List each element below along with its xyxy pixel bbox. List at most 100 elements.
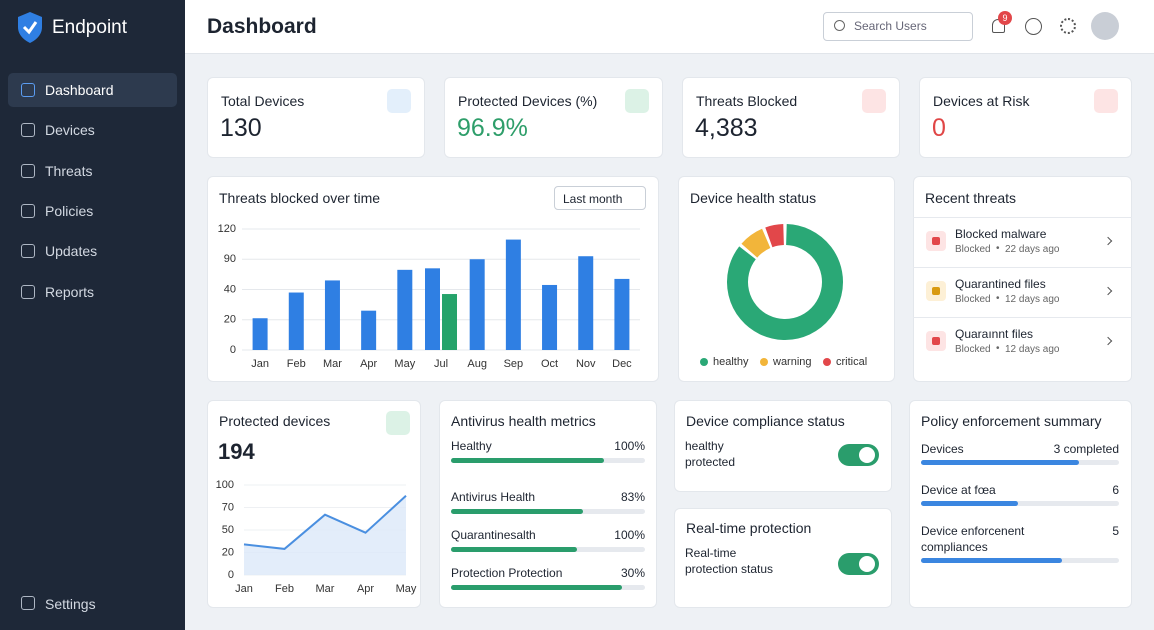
card-title: Device compliance status xyxy=(686,413,845,429)
progress-bar xyxy=(921,460,1080,465)
card-title: Antivirus health metrics xyxy=(451,413,596,429)
metric-percent: 100% xyxy=(614,439,645,453)
toggle-knob xyxy=(859,447,875,463)
progress-track xyxy=(921,501,1119,506)
health-card xyxy=(678,176,895,382)
nav-item[interactable]: Threats xyxy=(45,162,93,179)
divider xyxy=(913,217,1132,218)
threat-age: 12 days ago xyxy=(1005,344,1060,355)
kpi-label: Protected Devices (%) xyxy=(458,93,598,109)
kpi-label: Threats Blocked xyxy=(696,93,798,109)
metric-label: Healthy xyxy=(451,439,492,453)
kpi-value: 0 xyxy=(932,114,946,142)
nav-icon xyxy=(21,596,35,610)
chart-title: Threats blocked over time xyxy=(219,190,381,206)
threat-icon-mark xyxy=(932,337,940,345)
status-text: protected xyxy=(685,455,736,469)
nav-active xyxy=(8,73,177,107)
recent-card xyxy=(913,176,1132,382)
threat-status: Blocked xyxy=(955,344,991,355)
policy-label: compliances xyxy=(921,540,988,554)
separator: • xyxy=(996,243,1000,254)
nav-item[interactable]: Policies xyxy=(45,202,94,219)
separator: • xyxy=(996,343,1000,354)
metric-label: Quarantinesalth xyxy=(451,528,536,542)
policy-label: Devices xyxy=(921,442,964,456)
progress-bar xyxy=(451,547,578,552)
status-text: Real-time xyxy=(685,546,737,560)
threat-title: Quarantined files xyxy=(955,277,1046,291)
shield-icon xyxy=(386,411,410,435)
nav-icon xyxy=(21,244,35,259)
card-title: Protected devices xyxy=(219,413,331,429)
search-icon xyxy=(834,20,845,31)
nav-item[interactable]: Dashboard xyxy=(45,82,114,98)
separator: • xyxy=(996,293,1000,304)
threat-age: 22 days ago xyxy=(1005,244,1060,255)
divider xyxy=(913,317,1132,318)
nav-icon xyxy=(21,284,35,299)
page-title: Dashboard xyxy=(207,15,317,38)
notification-badge: 9 xyxy=(998,11,1012,25)
threat-icon-mark xyxy=(932,287,940,295)
metric-label: Antivirus Health xyxy=(451,490,536,504)
search-placeholder: Search Users xyxy=(854,19,927,33)
progress-bar xyxy=(921,501,1019,506)
policy-value: 3 completed xyxy=(1053,442,1119,456)
policy-value: 6 xyxy=(1112,483,1119,497)
kpi-label: Total Devices xyxy=(221,93,305,109)
nav-item[interactable]: Updates xyxy=(45,243,98,260)
avatar[interactable] xyxy=(1091,12,1119,40)
nav-icon xyxy=(21,203,35,218)
divider xyxy=(913,267,1132,268)
kpi-label: Devices at Risk xyxy=(933,93,1030,109)
nav-icon xyxy=(21,163,35,178)
kpi-value: 96.9% xyxy=(457,114,528,142)
progress-bar xyxy=(451,585,622,590)
policy-value: 5 xyxy=(1112,524,1119,538)
nav-item[interactable]: Reports xyxy=(45,283,95,300)
kpi-value: 4,383 xyxy=(695,114,758,142)
card-title: Recent threats xyxy=(925,190,1017,206)
progress-bar xyxy=(451,458,605,463)
card-title: Policy enforcement summary xyxy=(921,413,1102,429)
threat-status: Blocked xyxy=(955,244,991,255)
progress-bar xyxy=(451,509,583,514)
total-value: 194 xyxy=(218,439,255,464)
status-text: healthy xyxy=(685,439,724,453)
range-label: Last month xyxy=(563,192,623,206)
kpi-icon xyxy=(1094,89,1118,113)
metric-percent: 100% xyxy=(614,528,645,542)
nav-icon xyxy=(21,83,35,97)
nav-item[interactable]: Settings xyxy=(45,596,96,612)
threat-icon-mark xyxy=(932,237,940,245)
nav-icon xyxy=(21,123,35,138)
threat-age: 12 days ago xyxy=(1005,294,1060,305)
chart-title: Device health status xyxy=(690,190,817,206)
kpi-value: 130 xyxy=(220,114,262,142)
kpi-icon xyxy=(387,89,411,113)
threat-title: Blocked malware xyxy=(955,227,1047,241)
threat-status: Blocked xyxy=(955,294,991,305)
policy-label: Device enforcenent xyxy=(921,524,1025,538)
metric-percent: 83% xyxy=(620,490,645,504)
nav-item[interactable]: Devices xyxy=(45,122,95,139)
progress-bar xyxy=(921,558,1062,563)
kpi-icon xyxy=(862,89,886,113)
policy-label: Device at fœa xyxy=(921,483,996,497)
settings-icon[interactable] xyxy=(1060,18,1076,34)
kpi-icon xyxy=(625,89,649,113)
status-text: protection status xyxy=(685,562,774,576)
metric-label: Protection Protection xyxy=(451,566,563,580)
card-title: Real-time protection xyxy=(686,520,812,536)
search-box[interactable] xyxy=(823,12,973,41)
help-icon[interactable] xyxy=(1025,18,1042,35)
antivirus-card xyxy=(439,400,657,608)
metric-percent: 30% xyxy=(620,566,645,580)
kpi-card xyxy=(207,77,425,158)
top-bar xyxy=(185,0,1154,54)
brand: Endpoint xyxy=(52,17,128,38)
threat-title: Quaraınnt files xyxy=(955,327,1034,341)
range-select[interactable] xyxy=(554,186,646,210)
